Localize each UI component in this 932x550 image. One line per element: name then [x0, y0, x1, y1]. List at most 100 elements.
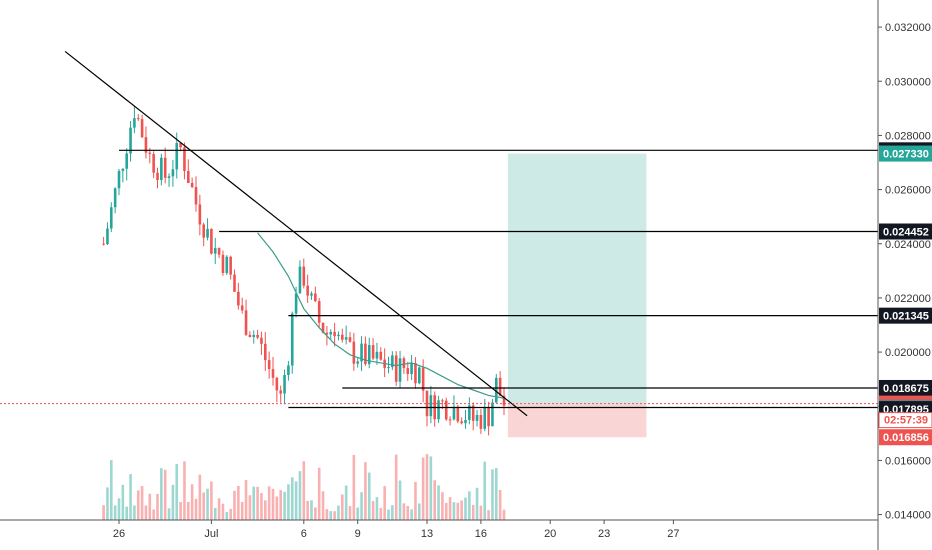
volume-bar	[140, 486, 144, 520]
candle-body	[210, 228, 213, 254]
candle-body	[444, 400, 448, 420]
candle-body	[136, 118, 140, 120]
candle-body	[152, 154, 155, 173]
candle-body	[341, 334, 344, 340]
volume-bar	[456, 502, 460, 520]
candlesticks[interactable]	[102, 106, 506, 436]
candle-body	[360, 343, 363, 362]
countdown-tag: 02:57:39	[878, 412, 932, 429]
candle-body	[175, 143, 179, 170]
volume-bar	[121, 484, 125, 520]
volume-bar	[387, 509, 390, 520]
volume-bar	[129, 474, 132, 520]
volume-bar	[206, 488, 209, 520]
x-tick-label: 26	[113, 528, 125, 540]
y-tick-label: 0.014000	[885, 510, 931, 522]
volume-bar	[364, 462, 367, 520]
volume-bar	[379, 508, 383, 520]
volume-bar	[287, 484, 290, 520]
candle-body	[267, 360, 271, 370]
candle-body	[133, 118, 136, 128]
horizontal-levels[interactable]	[119, 149, 878, 409]
volume-bar	[221, 503, 225, 520]
volume-bar	[487, 510, 490, 520]
volume-bar	[402, 503, 406, 520]
candle-body	[252, 334, 256, 338]
candle-body	[279, 390, 282, 394]
candle-body	[502, 395, 506, 406]
volume-bar	[160, 468, 163, 520]
candle-body	[302, 266, 306, 286]
volume-bar	[229, 508, 232, 520]
volume-bar	[183, 461, 186, 520]
volume-bar	[495, 468, 498, 520]
candle-body	[321, 322, 325, 333]
price-tag: 0.016856	[879, 429, 932, 446]
candle-body	[160, 157, 163, 181]
volume-bar	[483, 461, 487, 520]
candle-body	[314, 293, 317, 302]
volume-bar	[433, 480, 436, 520]
volume-bar	[441, 492, 444, 520]
volume-bar	[148, 493, 152, 520]
volume-bar	[341, 494, 344, 520]
candle-body	[198, 204, 202, 225]
volume-bar	[171, 484, 175, 520]
volume-bar	[421, 457, 425, 520]
volume-bar	[133, 505, 136, 520]
volume-bar	[325, 509, 329, 520]
candle-body	[344, 337, 348, 340]
candle-body	[418, 367, 421, 384]
candle-body	[371, 345, 375, 359]
y-tick-label: 0.028000	[885, 130, 931, 142]
candle-body	[148, 152, 152, 155]
candle-body	[283, 375, 286, 394]
price-tags: 0.0274500.0273300.0244520.0213450.018675…	[878, 142, 932, 446]
volume-bar	[406, 505, 410, 520]
price-tag-label: 0.018675	[883, 383, 929, 395]
volume-bar	[275, 496, 279, 520]
volume-bar	[248, 495, 252, 520]
volume-bar	[468, 491, 471, 520]
volume-bar	[360, 492, 363, 520]
price-tag-label: 0.024452	[883, 227, 929, 239]
x-tick-label: 16	[475, 528, 487, 540]
volume-bar	[371, 501, 375, 520]
candle-body	[179, 143, 182, 148]
volume-bar	[267, 486, 271, 520]
candle-body	[264, 343, 267, 361]
position-zones	[507, 153, 647, 438]
candle-body	[448, 419, 452, 421]
trendline[interactable]	[64, 50, 528, 417]
y-tick-label: 0.020000	[885, 347, 931, 359]
candle-body	[113, 188, 117, 208]
candle-body	[367, 345, 371, 365]
price-tag-label: 0.016856	[883, 432, 929, 444]
y-tick-label: 0.032000	[885, 22, 931, 34]
candle-body	[106, 228, 109, 245]
candle-body	[110, 207, 113, 229]
volume-bar	[202, 492, 205, 520]
candle-body	[317, 301, 321, 323]
volume-bar	[348, 506, 352, 520]
volume-bar	[391, 505, 394, 520]
candle-body	[498, 377, 502, 396]
candle-body	[495, 377, 498, 403]
candle-body	[429, 395, 433, 417]
volume-bar	[175, 464, 179, 520]
downtrend-line	[64, 50, 528, 417]
volume-bar	[437, 485, 440, 520]
sma-line	[257, 232, 505, 399]
volume-bar	[217, 498, 221, 520]
x-tick-label: 20	[544, 528, 556, 540]
candle-body	[256, 334, 259, 338]
x-tick-label: 27	[667, 528, 679, 540]
volume-bar	[198, 474, 202, 520]
volume-bar	[452, 502, 456, 520]
volume-bar	[479, 505, 483, 520]
candle-body	[217, 248, 221, 255]
volume-bar	[233, 490, 236, 520]
candle-body	[125, 153, 128, 169]
